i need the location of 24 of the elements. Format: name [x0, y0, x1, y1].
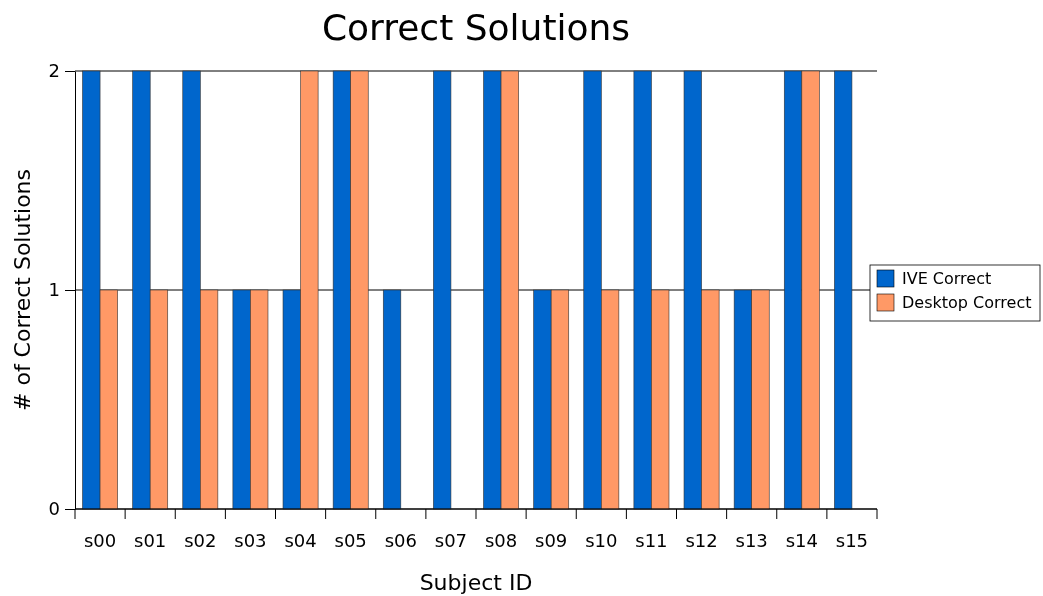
x-tick-label: s13	[735, 530, 768, 551]
y-axis-title: # of Correct Solutions	[10, 169, 35, 411]
x-tick-label: s02	[184, 530, 217, 551]
x-tick-label: s05	[334, 530, 367, 551]
y-tick-label: 1	[48, 279, 60, 301]
x-tick-label: s03	[234, 530, 267, 551]
x-tick-label: s10	[585, 530, 618, 551]
x-tick-label: s09	[535, 530, 568, 551]
x-tick-label: s07	[434, 530, 468, 551]
x-tick-label: s01	[134, 530, 167, 551]
x-axis-title: Subject ID	[419, 570, 533, 595]
x-tick-label: s08	[484, 530, 518, 551]
x-tick-label: s04	[284, 530, 317, 551]
x-tick-label: s11	[635, 530, 668, 551]
x-tick-label: s06	[384, 530, 417, 551]
legend-label: Desktop Correct	[902, 293, 1032, 312]
x-tick-label: s12	[685, 530, 718, 551]
chart-title: Correct Solutions	[321, 7, 631, 48]
x-tick-label: s15	[835, 530, 869, 551]
y-tick-label: 2	[48, 60, 60, 82]
y-tick-label: 0	[48, 498, 60, 520]
x-tick-label: s14	[785, 530, 818, 551]
legend-label: IVE Correct	[902, 269, 992, 288]
x-tick-label: s00	[83, 530, 117, 551]
